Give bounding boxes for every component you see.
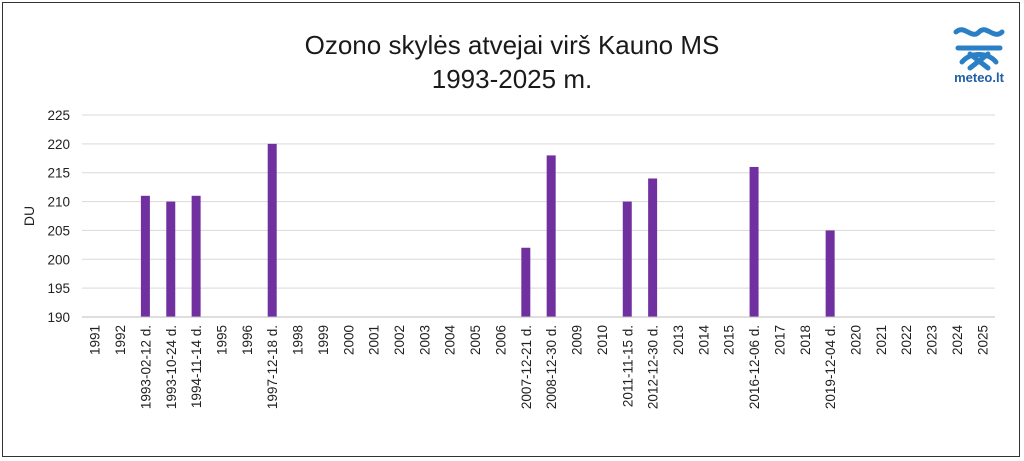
y-tick-label: 190 [47,310,70,325]
y-axis-ticks: 190 195 200 205 210 215 220 225 [47,108,70,325]
y-tick-label: 200 [47,252,70,267]
y-tick-label: 225 [47,108,70,123]
x-tick-label: 2020 [849,325,864,355]
x-tick-label: 2007-12-21 d. [519,325,534,409]
x-tick-label: 2025 [975,325,990,355]
x-tick-label: 2005 [468,325,483,355]
y-tick-label: 210 [47,195,70,210]
bar [825,230,835,317]
meteo-waves-icon [953,27,1005,71]
x-tick-label: 2006 [493,325,508,355]
x-axis-ticks: 1991 1992 1993-02-12 d. 1993-10-24 d. 1994-1… [88,325,991,410]
x-tick-label: 2004 [443,325,458,356]
x-tick-label: 2009 [570,325,585,355]
bar [191,195,201,317]
bar [648,178,658,317]
y-axis-label: DU [21,206,37,226]
x-tick-label: 2003 [417,325,432,355]
x-tick-label: 2021 [874,325,889,355]
x-tick-label: 1997-12-18 d. [265,325,280,409]
x-tick-label: 2015 [722,325,737,355]
bar [546,155,556,317]
x-tick-label: 2013 [671,325,686,355]
bar [166,201,176,317]
bar [521,247,531,317]
x-tick-label: 2008-12-30 d. [544,325,559,409]
bar [749,166,759,317]
logo-text: meteo.lt [954,70,1004,85]
x-tick-label: 2016-12-06 d. [747,325,762,409]
x-tick-label: 1993-02-12 d. [138,325,153,409]
y-tick-label: 215 [47,166,70,181]
x-tick-label: 2011-11-15 d. [620,325,635,407]
x-tick-label: 2018 [798,325,813,355]
x-tick-label: 1991 [88,325,103,355]
x-tick-label: 2024 [950,325,965,356]
y-tick-label: 205 [47,223,70,238]
grid-lines [82,114,995,289]
x-tick-label: 2001 [367,325,382,355]
bar [267,143,277,317]
x-tick-label: 2002 [392,325,407,355]
x-tick-label: 2000 [341,325,356,355]
x-tick-label: 2014 [696,325,711,356]
chart-title-line-1: Ozono skylės atvejai virš Kauno MS [304,30,720,60]
bar [622,201,632,317]
bars [140,143,835,317]
x-tick-label: 1996 [240,325,255,355]
bar [140,195,150,317]
y-tick-label: 220 [47,137,70,152]
x-tick-label: 1994-11-14 d. [189,325,204,408]
x-tick-label: 1993-10-24 d. [164,325,179,409]
x-tick-label: 2022 [899,325,914,355]
y-tick-label: 195 [47,281,70,296]
x-tick-label: 1998 [291,325,306,355]
x-tick-label: 2012-12-30 d. [646,325,661,409]
chart-title-line-2: 1993-2025 m. [431,64,593,94]
x-tick-label: 1995 [214,325,229,355]
x-tick-label: 2010 [595,325,610,355]
x-tick-label: 2017 [772,325,787,355]
x-tick-label: 1999 [316,325,331,355]
x-tick-label: 2019-12-04 d. [823,325,838,409]
x-tick-label: 2023 [925,325,940,355]
x-tick-label: 1992 [113,325,128,355]
chart-title: Ozono skylės atvejai virš Kauno MS 1993-… [0,28,1024,96]
